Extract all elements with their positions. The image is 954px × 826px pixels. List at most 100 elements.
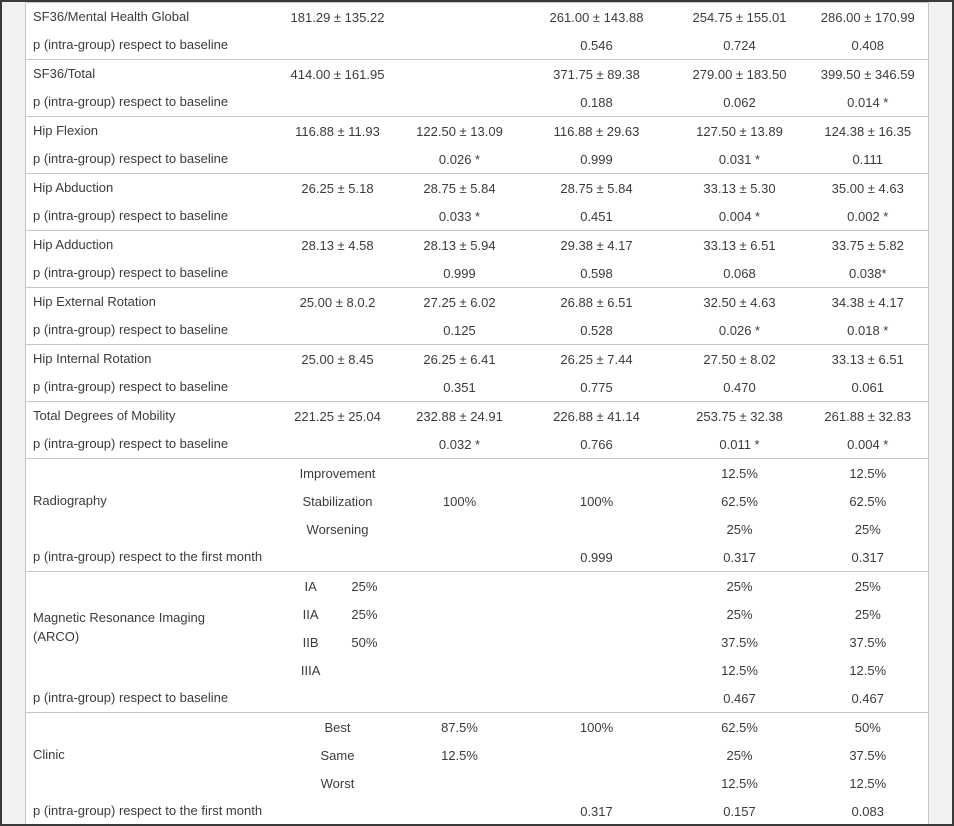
table-row: p (intra-group) respect to the first mon… [26, 797, 929, 824]
value-cell: 25% [854, 521, 881, 537]
value-cell [522, 515, 672, 543]
row-label-cell: Hip Adduction [33, 236, 114, 252]
value-cell: 0.528 [580, 322, 613, 338]
value-cell [398, 797, 522, 824]
value-cell: 0.038* [848, 265, 887, 281]
value-cell: 33.13 ± 6.51 [703, 237, 776, 253]
value-cell: 371.75 ± 89.38 [553, 66, 640, 82]
value-cell: 26.25 ± 6.41 [423, 351, 496, 367]
value-cell [398, 459, 522, 488]
value-cell: 25.00 ± 8.0.2 [299, 294, 376, 310]
value-cell: 33.75 ± 5.82 [831, 237, 904, 253]
value-cell: 28.13 ± 5.94 [423, 237, 496, 253]
value-cell: 0.083 [851, 803, 885, 819]
value-cell: 286.00 ± 170.99 [820, 9, 915, 25]
row-label-cell: p (intra-group) respect to baseline [33, 36, 229, 52]
table-container: SF36/Mental Health Global 181.29 ± 135.22… [25, 2, 929, 824]
table-row: Radiography Improvement 12.5% 12.5% [26, 459, 929, 508]
arco-grade-percent: 50% [351, 635, 378, 651]
value-cell: 25% [726, 747, 753, 763]
value-cell: 28.75 ± 5.84 [560, 180, 633, 196]
results-table: SF36/Mental Health Global 181.29 ± 135.22… [25, 2, 929, 824]
value-cell [522, 628, 672, 656]
value-cell: 181.29 ± 135.22 [290, 9, 385, 25]
value-cell: 0.002 * [847, 208, 889, 224]
value-cell: 254.75 ± 155.01 [692, 9, 787, 25]
table-row: Same 12.5% 25% 37.5% [26, 741, 929, 769]
value-cell: 0.061 [851, 379, 885, 395]
value-cell: 0.014 * [847, 94, 889, 110]
table-group: Hip Flexion 116.88 ± 11.93 122.50 ± 13.09 1… [25, 116, 929, 174]
table-row: Clinic Best 87.5% 100% 62.5% 50% [26, 713, 929, 762]
value-cell: 226.88 ± 41.14 [553, 408, 640, 424]
table-group: Magnetic Resonance Imaging (ARCO) IA 25% 25… [25, 571, 929, 713]
value-cell: 279.00 ± 183.50 [692, 66, 787, 82]
value-cell: 25.00 ± 8.45 [301, 351, 374, 367]
row-label-cell: Hip Internal Rotation [33, 350, 152, 366]
table-row: SF36/Mental Health Global 181.29 ± 135.22… [26, 3, 929, 32]
value-cell: 25% [726, 578, 753, 594]
value-cell: 0.032 * [438, 436, 481, 452]
row-label-cell: Clinic [33, 746, 65, 762]
value-cell: 0.317 [580, 803, 613, 819]
value-cell: 37.5% [849, 747, 887, 763]
arco-grade-label: IIB [302, 635, 319, 651]
table-row: Worsening 25% 25% [26, 515, 929, 543]
row-label-cell: p (intra-group) respect to baseline [33, 264, 229, 280]
value-cell: 122.50 ± 13.09 [416, 123, 503, 139]
value-cell: 34.38 ± 4.17 [831, 294, 904, 310]
value-cell [278, 145, 398, 174]
value-cell: 232.88 ± 24.91 [416, 408, 503, 424]
value-cell [278, 259, 398, 288]
value-cell: 32.50 ± 4.63 [703, 294, 776, 310]
value-cell: 26.88 ± 6.51 [560, 294, 633, 310]
value-cell: 12.5% [721, 465, 758, 481]
arco-grade-label: IA [304, 579, 317, 595]
value-cell: 0.999 [443, 265, 476, 281]
value-cell: 100% [442, 493, 477, 509]
value-cell: Improvement [299, 465, 376, 481]
value-cell [278, 543, 398, 572]
value-cell: 0.188 [580, 94, 613, 110]
value-cell: 0.467 [723, 690, 756, 706]
row-label-cell: Total Degrees of Mobility [33, 407, 176, 423]
table-row: p (intra-group) respect to baseline 0.188… [26, 88, 929, 117]
value-cell [522, 600, 672, 628]
value-cell: 0.018 * [847, 322, 889, 338]
table-row: Worst 12.5% 12.5% [26, 769, 929, 797]
arco-stage-cell: IIB 50% [278, 628, 398, 656]
value-cell: 0.068 [723, 265, 756, 281]
table-row: p (intra-group) respect to baseline 0.032… [26, 430, 929, 459]
table-row: SF36/Total 414.00 ± 161.95 371.75 ± 89.38 2… [26, 60, 929, 89]
table-row: IIIA 12.5% 12.5% [26, 656, 929, 684]
value-cell: 0.111 [852, 151, 884, 167]
value-cell [398, 31, 522, 60]
value-cell: 12.5% [849, 662, 887, 678]
row-label-cell: p (intra-group) respect to baseline [33, 93, 229, 109]
value-cell: 0.408 [851, 37, 885, 53]
arco-grade-label: IIIA [300, 663, 321, 679]
value-cell: Best [324, 719, 351, 735]
value-cell: 261.88 ± 32.83 [824, 408, 912, 424]
value-cell: 221.25 ± 25.04 [294, 408, 381, 424]
row-label-cell: SF36/Total [33, 65, 96, 81]
value-cell: 0.317 [851, 549, 885, 565]
table-row: Total Degrees of Mobility 221.25 ± 25.04 2… [26, 402, 929, 431]
value-cell [278, 202, 398, 231]
row-label-cell: Hip Abduction [33, 179, 114, 195]
value-cell: 0.598 [580, 265, 613, 281]
table-row: p (intra-group) respect to baseline 0.351… [26, 373, 929, 402]
table-row: Magnetic Resonance Imaging (ARCO) IA 25% 25… [26, 572, 929, 645]
value-cell [398, 572, 522, 601]
value-cell: 37.5% [721, 634, 758, 650]
row-label-cell: Hip Flexion [33, 122, 99, 138]
value-cell: 0.004 * [718, 208, 761, 224]
value-cell: 62.5% [721, 719, 758, 735]
value-cell: 26.25 ± 5.18 [301, 180, 374, 196]
arco-grade-percent: 25% [351, 607, 378, 623]
value-cell [398, 515, 522, 543]
value-cell: 0.157 [723, 803, 756, 819]
value-cell [522, 572, 672, 601]
row-label-cell: p (intra-group) respect to the first mon… [33, 548, 263, 564]
table-group: Radiography Improvement 12.5% 12.5% Stabiliz… [25, 458, 929, 572]
